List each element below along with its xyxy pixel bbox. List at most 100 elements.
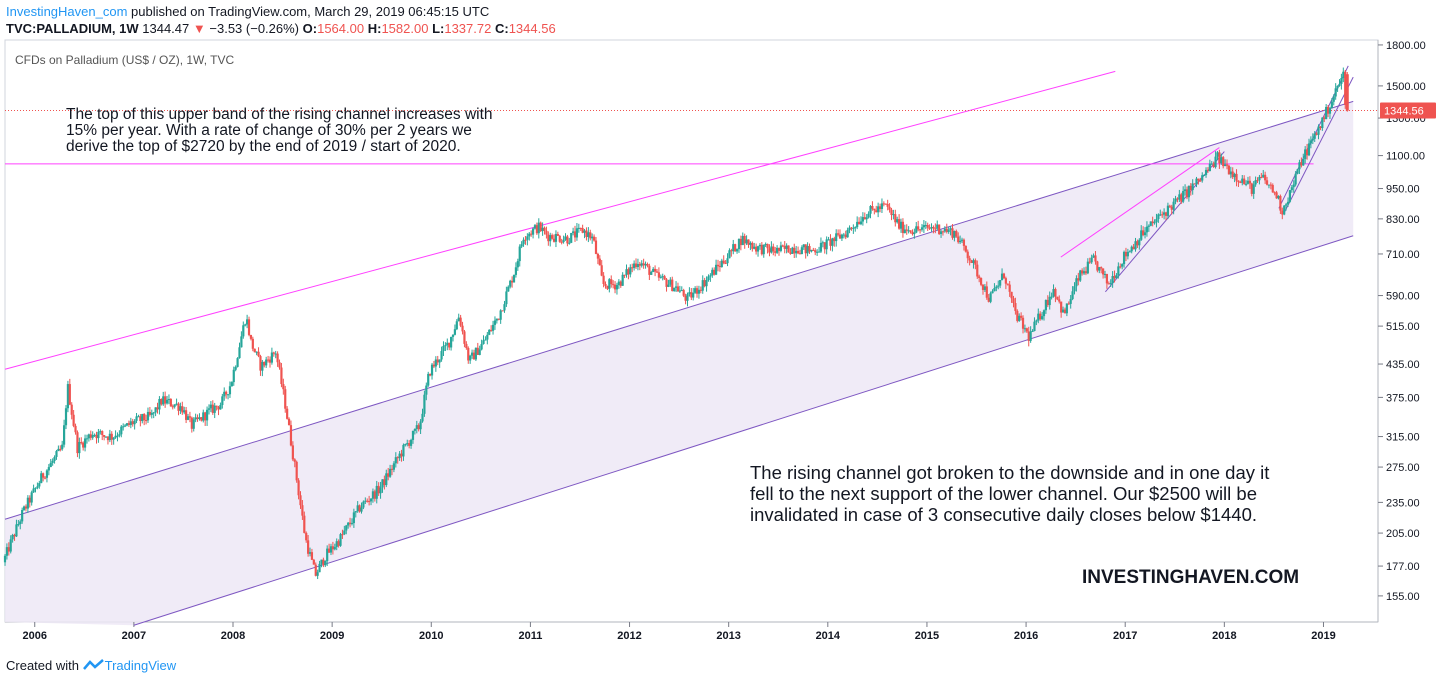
candle bbox=[705, 276, 708, 292]
candle bbox=[148, 406, 151, 417]
candle-body bbox=[735, 249, 739, 252]
candle bbox=[726, 253, 729, 267]
candle bbox=[101, 430, 104, 441]
candle-body bbox=[922, 225, 925, 228]
candle-body bbox=[970, 260, 973, 264]
candle-body bbox=[779, 245, 783, 251]
candle bbox=[352, 508, 355, 528]
rally-channel-lower bbox=[1283, 76, 1354, 214]
candle bbox=[360, 502, 363, 514]
candle bbox=[850, 227, 853, 231]
candle bbox=[1252, 181, 1255, 199]
candle-body bbox=[764, 243, 767, 245]
candle-body bbox=[648, 265, 651, 275]
candle-body bbox=[808, 246, 811, 252]
candle-body bbox=[877, 206, 880, 213]
candle bbox=[871, 201, 874, 211]
candle-body bbox=[760, 244, 763, 255]
candle bbox=[1077, 272, 1080, 286]
candle-body bbox=[242, 325, 245, 337]
candle bbox=[899, 218, 903, 233]
candle bbox=[1172, 198, 1175, 215]
candle-body bbox=[747, 239, 750, 245]
candle-body bbox=[732, 244, 735, 252]
candle-body bbox=[1225, 164, 1229, 166]
candle-body bbox=[455, 321, 458, 330]
candle bbox=[827, 236, 830, 241]
candle-body bbox=[756, 246, 760, 252]
candle-body bbox=[850, 227, 853, 229]
candle bbox=[158, 396, 161, 415]
candle-body bbox=[495, 318, 498, 321]
author-link[interactable]: InvestingHaven_com bbox=[6, 4, 128, 19]
candle-body bbox=[749, 242, 752, 245]
candle-body bbox=[1321, 117, 1324, 129]
candle bbox=[612, 280, 615, 289]
symbol-label[interactable]: TVC:PALLADIUM, 1W bbox=[6, 21, 139, 36]
candle-body bbox=[249, 334, 253, 339]
candle-body bbox=[421, 413, 424, 422]
tradingview-brand[interactable]: TradingView bbox=[104, 658, 177, 673]
candle bbox=[657, 267, 661, 281]
candle bbox=[629, 264, 632, 278]
candle bbox=[613, 281, 617, 294]
candle-body bbox=[1157, 214, 1160, 220]
candle bbox=[343, 525, 346, 536]
candle bbox=[1117, 262, 1120, 279]
candle bbox=[751, 241, 754, 252]
candle-body bbox=[751, 242, 754, 249]
candle bbox=[905, 224, 908, 235]
candle-body bbox=[802, 244, 805, 248]
candle bbox=[1315, 132, 1318, 136]
candle bbox=[1027, 326, 1030, 347]
candle-body bbox=[1092, 255, 1095, 258]
candle bbox=[840, 233, 844, 242]
candle-body bbox=[604, 283, 607, 286]
candle-body bbox=[3, 555, 7, 563]
candle-body bbox=[692, 292, 695, 298]
candle bbox=[987, 294, 990, 303]
candle-body bbox=[1061, 309, 1065, 313]
candle-body bbox=[1040, 316, 1044, 320]
candle-body bbox=[1206, 169, 1210, 172]
candle bbox=[207, 404, 211, 415]
candle bbox=[1336, 85, 1339, 92]
candle-body bbox=[520, 244, 523, 247]
x-tick-label: 2017 bbox=[1113, 630, 1137, 642]
candle bbox=[329, 543, 333, 556]
candle-body bbox=[1117, 266, 1120, 276]
candle-body bbox=[305, 532, 308, 541]
candle bbox=[1220, 153, 1223, 165]
candle bbox=[1189, 183, 1192, 196]
candle bbox=[348, 517, 352, 528]
candle-body bbox=[257, 351, 260, 357]
candle bbox=[268, 356, 272, 368]
candle-body bbox=[974, 260, 977, 265]
candle bbox=[909, 230, 912, 234]
candle-body bbox=[1294, 173, 1297, 185]
candle-body bbox=[85, 438, 89, 440]
candle bbox=[87, 433, 90, 442]
candle bbox=[697, 285, 701, 299]
candle-body bbox=[549, 235, 552, 242]
candle-body bbox=[713, 269, 716, 275]
candle-body bbox=[819, 242, 823, 252]
price-change: −3.53 (−0.26%) bbox=[209, 21, 300, 36]
candle-body bbox=[1241, 178, 1244, 183]
candle bbox=[1098, 266, 1101, 274]
candle bbox=[1014, 297, 1017, 315]
candle bbox=[137, 414, 140, 418]
candle bbox=[1285, 202, 1288, 211]
candle-body bbox=[83, 438, 87, 448]
candle-body bbox=[387, 473, 390, 477]
candle bbox=[930, 223, 933, 232]
candle-body bbox=[867, 213, 870, 218]
candle-body bbox=[983, 286, 986, 290]
candle-body bbox=[619, 281, 622, 286]
candle bbox=[1248, 176, 1251, 189]
candle bbox=[678, 285, 681, 293]
candle-body bbox=[507, 286, 510, 292]
candle bbox=[326, 545, 329, 567]
candle bbox=[806, 242, 809, 257]
